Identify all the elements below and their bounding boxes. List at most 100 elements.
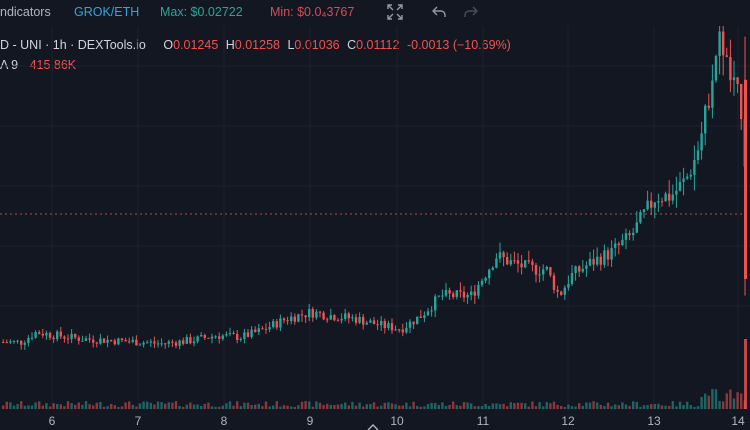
candle-body (30, 337, 34, 339)
volume-value: 415.86K (29, 58, 77, 72)
volume-bar (696, 406, 700, 409)
high-key: H (225, 38, 235, 52)
candle-body (704, 105, 707, 134)
volume-bar (678, 401, 682, 409)
volume-bar (207, 402, 210, 409)
candle-body (272, 321, 275, 328)
volume-bar (387, 402, 390, 409)
volume-bar (221, 405, 224, 409)
candle-body (84, 338, 88, 341)
volume-bar (639, 406, 642, 409)
volume-bar (203, 403, 206, 409)
candle-body (322, 312, 325, 320)
candle-body (311, 309, 314, 318)
candle-body (502, 252, 505, 258)
volume-bar (588, 402, 592, 409)
volume-bar (610, 406, 613, 409)
volume-bar (12, 405, 16, 409)
redo-icon[interactable] (462, 3, 480, 21)
volume-bar (430, 402, 433, 409)
candle-body (23, 342, 26, 345)
candle-body (628, 233, 631, 236)
volume-bar (232, 405, 235, 409)
candle-body (653, 202, 656, 208)
candle-body (729, 56, 732, 81)
volume-bar (621, 402, 624, 409)
candle-body (41, 333, 44, 336)
candle-body (707, 105, 710, 108)
candle-body (664, 193, 667, 202)
candle-body (135, 339, 138, 346)
candle-body (95, 342, 98, 344)
volume-bar (664, 405, 667, 409)
volume-bar (740, 393, 743, 409)
candle-body (286, 320, 289, 322)
volume-bar (628, 405, 631, 409)
candle-body (365, 322, 368, 325)
volume-bar (711, 388, 714, 409)
candle-body (196, 336, 199, 342)
candle-body (725, 55, 728, 57)
candle-body (740, 83, 743, 119)
candle-body (387, 323, 390, 328)
candle-body (736, 77, 739, 84)
candle-body (315, 311, 318, 318)
volume-bar (657, 403, 660, 409)
volume-bar (84, 401, 88, 409)
volume-bar (106, 406, 109, 409)
x-axis-tick-label: 10 (390, 414, 404, 428)
candle-body (268, 327, 271, 330)
candle-body (430, 310, 433, 312)
volume-bar (138, 403, 142, 409)
candle-body (578, 266, 581, 272)
pair-label[interactable]: GROK/ETH (74, 5, 140, 19)
indicators-button[interactable]: ndicators (0, 5, 51, 19)
candle-body (38, 332, 41, 334)
volume-bar (27, 405, 30, 409)
candle-body (650, 200, 653, 208)
undo-icon[interactable] (430, 3, 448, 21)
candle-body (398, 329, 401, 331)
volume-bar (59, 404, 62, 409)
candle-body (74, 333, 77, 338)
candle-body (639, 212, 642, 223)
volume-bar (444, 405, 448, 409)
volume-bar (351, 401, 354, 409)
volume-bar (250, 404, 253, 409)
close-key: C (347, 38, 357, 52)
candle-body (635, 222, 638, 233)
volume-bar (41, 405, 44, 409)
candle-body (585, 265, 588, 269)
candle-body (214, 336, 217, 338)
candle-body (563, 287, 566, 295)
price-chart[interactable]: 6 7 8 9 10 11 12 13 14 (0, 26, 750, 430)
volume-bar (524, 403, 527, 409)
volume-bar (682, 404, 685, 409)
candle-body (610, 247, 613, 260)
volume-bar (732, 398, 736, 409)
candle-body (401, 329, 404, 333)
volume-bar (509, 402, 512, 409)
volume-bar (282, 405, 286, 409)
volume-bar (2, 405, 5, 409)
candle-body (484, 278, 487, 281)
volume-bar (74, 404, 77, 409)
candle-body (419, 316, 422, 318)
volume-bar (279, 406, 282, 409)
open-key: O (163, 38, 174, 52)
candle-body (290, 316, 293, 322)
volume-bar (671, 401, 674, 409)
candle-body (329, 315, 332, 320)
candle-body (549, 267, 552, 276)
volume-bar (318, 402, 322, 409)
candle-body (128, 341, 131, 343)
candle-body (509, 260, 512, 265)
candle-body (336, 320, 340, 322)
volume-bar (167, 402, 170, 409)
fullscreen-icon[interactable] (386, 3, 404, 21)
volume-bar (606, 402, 610, 409)
volume-bar (603, 406, 606, 409)
volume-bar (545, 402, 548, 409)
open-value: 0.01245 (173, 38, 219, 52)
volume-label: A 9 (0, 58, 19, 72)
